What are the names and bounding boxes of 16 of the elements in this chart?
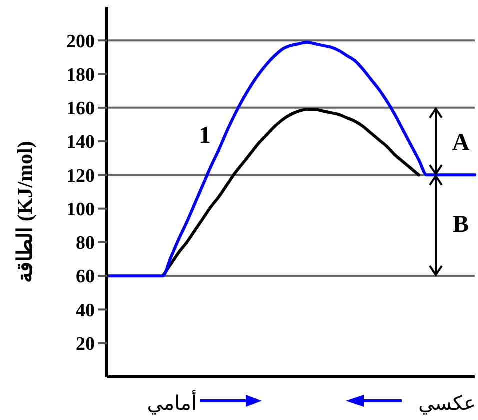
annotation: 1 [199,123,211,149]
y-tick-label: 60 [76,266,95,288]
y-tick-label: 80 [76,233,95,254]
y-tick-label: 200 [66,31,95,52]
y-tick-label: 100 [66,199,95,220]
annotation: A [452,130,470,156]
y-tick-label: 160 [66,98,95,120]
y-tick-label: 40 [76,300,95,322]
y-tick-label: 120 [66,166,95,187]
y-tick-label: 180 [66,64,95,86]
annotation: B [452,212,470,238]
y-axis-title: الطاقة (KJ/mol) [13,141,37,283]
y-tick-label: 20 [76,334,95,356]
text: أمامي [147,390,197,415]
y-tick-label: 140 [66,132,95,154]
text: عكسي [418,391,476,415]
